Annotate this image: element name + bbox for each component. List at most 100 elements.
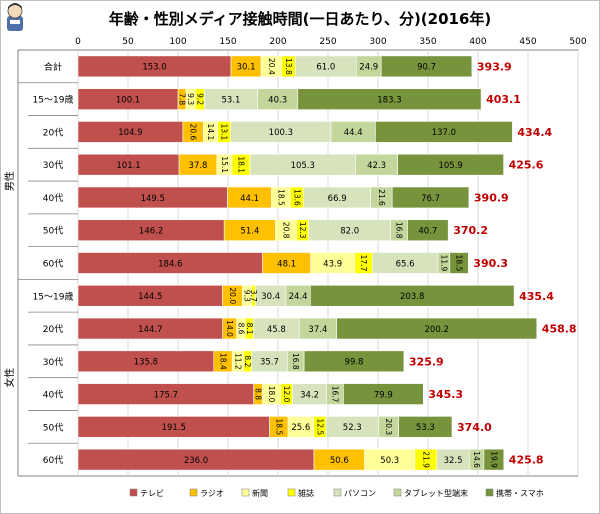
bar-segment	[407, 219, 449, 242]
data-label: 20.4	[267, 58, 276, 75]
data-label: 42.3	[367, 161, 386, 171]
data-label: 7.8	[178, 93, 187, 105]
data-label: 99.8	[345, 358, 364, 368]
x-tick-label: 450	[519, 37, 536, 47]
legend-swatch	[241, 488, 250, 497]
data-label: 105.9	[438, 161, 462, 171]
data-label: 50.3	[380, 456, 399, 466]
data-label: 16.8	[395, 222, 404, 239]
data-label: 50.6	[330, 456, 349, 466]
data-label: 12.3	[298, 222, 307, 239]
legend-label: テレビ	[140, 489, 164, 498]
data-label: 8.2	[243, 355, 252, 367]
data-label: 16.7	[331, 386, 340, 403]
legend-label: パソコン	[344, 489, 376, 498]
data-label: 135.8	[134, 358, 158, 368]
data-label: 9.3	[186, 93, 195, 105]
x-tick-label: 100	[169, 37, 186, 47]
data-label: 9.2	[195, 93, 204, 105]
data-label: 37.8	[189, 161, 208, 171]
data-label: 8.1	[245, 323, 254, 335]
category-label: 15〜19歳	[33, 290, 74, 302]
total-label: 345.3	[428, 388, 463, 401]
data-label: 153.0	[142, 63, 166, 73]
data-label: 76.7	[421, 194, 440, 204]
data-label: 30.4	[261, 292, 280, 302]
data-label: 17.7	[359, 255, 368, 272]
data-label: 104.9	[118, 128, 142, 138]
data-label: 137.0	[432, 128, 456, 138]
data-label: 25.6	[291, 423, 310, 433]
data-label: 35.7	[260, 358, 279, 368]
data-label: 191.5	[162, 423, 186, 433]
bar-segment	[297, 88, 482, 110]
data-label: 16.8	[291, 353, 300, 370]
x-tick-label: 350	[419, 37, 436, 47]
data-label: 37.4	[308, 325, 327, 335]
x-axis-ticks: 0 50 100 150 200 250 300 350 400 450 500	[75, 37, 587, 47]
total-label: 390.9	[474, 191, 509, 204]
total-label: 325.9	[409, 355, 444, 368]
category-label: 50代	[43, 226, 63, 237]
data-label: 20.8	[282, 222, 291, 239]
data-label: 32.5	[444, 456, 463, 466]
data-label: 200.2	[425, 325, 449, 335]
x-tick-label: 250	[319, 37, 336, 47]
data-label: 13.6	[292, 189, 301, 206]
category-label: 60代	[43, 259, 63, 270]
legend-swatch	[129, 488, 138, 497]
legend: テレビ ラジオ 新聞 雑誌 パソコン タブレット型端末 携帯・スマホ	[129, 488, 544, 498]
data-label: 14.1	[206, 124, 215, 141]
data-label: 52.3	[343, 423, 362, 433]
total-label: 390.3	[473, 257, 508, 270]
data-label: 203.8	[400, 292, 424, 302]
data-label: 53.1	[221, 95, 240, 105]
data-label: 105.3	[291, 161, 315, 171]
bar-segment	[336, 317, 538, 340]
category-label: 30代	[43, 160, 63, 171]
data-label: 82.0	[340, 227, 359, 237]
data-label: 14.6	[472, 451, 481, 468]
person-icon	[7, 3, 23, 31]
data-label: 18.4	[219, 353, 228, 370]
group-label: 男性	[3, 171, 16, 191]
total-label: 425.6	[509, 159, 544, 172]
legend-swatch	[287, 488, 296, 497]
data-label: 20.6	[189, 124, 198, 141]
bars	[77, 55, 538, 471]
data-label: 45.8	[267, 325, 286, 335]
data-label: 236.0	[184, 456, 208, 466]
legend-swatch	[189, 488, 198, 497]
category-labels: 合計 15〜19歳 20代 30代 40代 50代 60代 15〜19歳 20代 30代 40代 50…	[17, 49, 78, 477]
total-label: 403.1	[486, 93, 521, 106]
total-label: 393.9	[477, 60, 512, 73]
data-label: 21.9	[421, 451, 430, 468]
bar-segment	[343, 383, 424, 405]
data-label: 18.1	[237, 156, 246, 173]
data-label: 44.4	[344, 128, 363, 138]
total-label: 435.4	[519, 290, 554, 303]
data-label: 146.2	[139, 227, 163, 237]
data-label: 18.5	[276, 189, 285, 206]
data-label: 11.9	[439, 255, 448, 272]
category-label: 40代	[43, 193, 63, 204]
data-label: 43.9	[323, 259, 342, 269]
data-label: 24.4	[289, 292, 308, 302]
total-labels: 393.9 403.1 434.4 425.6 390.9 370.2 390.3 435.4…	[409, 60, 577, 466]
group-label: 女性	[3, 368, 16, 388]
bar-segment	[303, 350, 405, 373]
category-label: 合計	[44, 61, 62, 73]
legend-swatch	[393, 488, 402, 497]
data-label: 65.6	[396, 259, 415, 269]
legend-label: タブレット型端末	[404, 488, 468, 498]
bar-segment	[449, 252, 469, 274]
data-label: 53.3	[416, 423, 435, 433]
data-label: 34.2	[300, 390, 319, 400]
data-label: 11.2	[233, 353, 242, 370]
data-label: 9.3	[243, 290, 252, 302]
data-label: 40.7	[418, 227, 437, 237]
data-label: 184.6	[158, 259, 182, 269]
legend-swatch	[485, 488, 494, 497]
